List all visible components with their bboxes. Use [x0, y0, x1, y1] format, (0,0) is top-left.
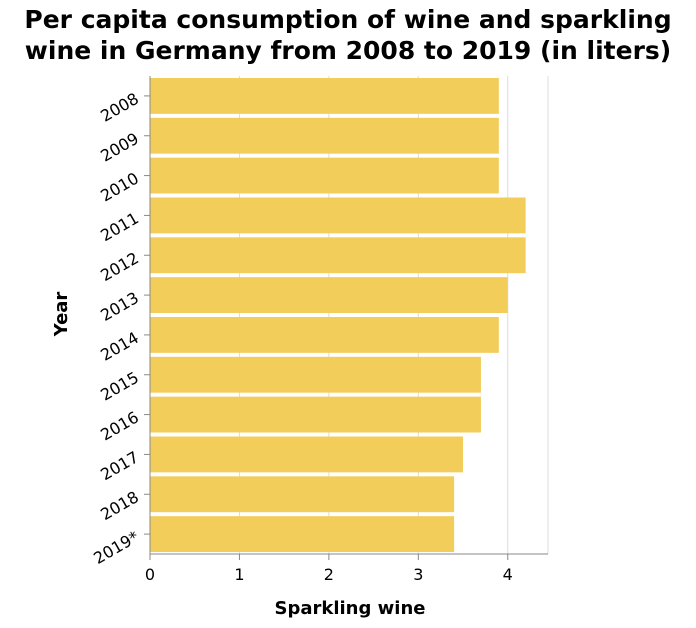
y-tick-label-2016: 2016	[97, 408, 142, 445]
bar-2018	[150, 476, 455, 513]
y-tick-label-2010: 2010	[97, 169, 142, 206]
x-tick-label-1: 1	[234, 565, 244, 584]
y-tick-label-2019*: 2019*	[90, 527, 142, 568]
y-tick-label-2018: 2018	[97, 487, 142, 524]
y-tick-label-2009: 2009	[97, 129, 142, 166]
chart-title-line-2: wine in Germany from 2008 to 2019 (in li…	[24, 36, 672, 65]
bar-2008	[150, 77, 499, 114]
y-tick-labels: 2008200920102011201220132014201520162017…	[90, 89, 142, 568]
y-tick-label-2015: 2015	[97, 368, 142, 405]
bar-2014	[150, 316, 499, 353]
x-axis-title: Sparkling wine	[275, 598, 426, 619]
bar-2015	[150, 356, 481, 393]
y-axis-title: Year	[51, 292, 72, 338]
bar-2011	[150, 197, 526, 234]
x-tick-label-0: 0	[145, 565, 155, 584]
x-tick-label-3: 3	[413, 565, 423, 584]
x-tick-label-4: 4	[503, 565, 513, 584]
y-tick-label-2014: 2014	[97, 328, 142, 365]
bar-2009	[150, 117, 499, 154]
y-tick-label-2013: 2013	[97, 288, 142, 325]
chart-title: Per capita consumption of wine and spark…	[0, 4, 696, 66]
bar-2019*	[150, 516, 455, 553]
x-tick-labels: 0 1 2 3 4	[145, 565, 513, 584]
bar-2016	[150, 396, 481, 433]
y-tick-label-2011: 2011	[97, 208, 142, 245]
y-tick-label-2017: 2017	[97, 447, 142, 484]
axes	[144, 76, 548, 560]
bar-2017	[150, 436, 464, 473]
bars	[150, 77, 526, 553]
chart-title-line-1: Per capita consumption of wine and spark…	[24, 5, 672, 34]
x-tick-label-2: 2	[324, 565, 334, 584]
bar-2010	[150, 157, 499, 194]
bar-2012	[150, 237, 526, 274]
y-tick-label-2012: 2012	[97, 248, 142, 285]
bar-2013	[150, 277, 508, 314]
y-tick-label-2008: 2008	[97, 89, 142, 126]
